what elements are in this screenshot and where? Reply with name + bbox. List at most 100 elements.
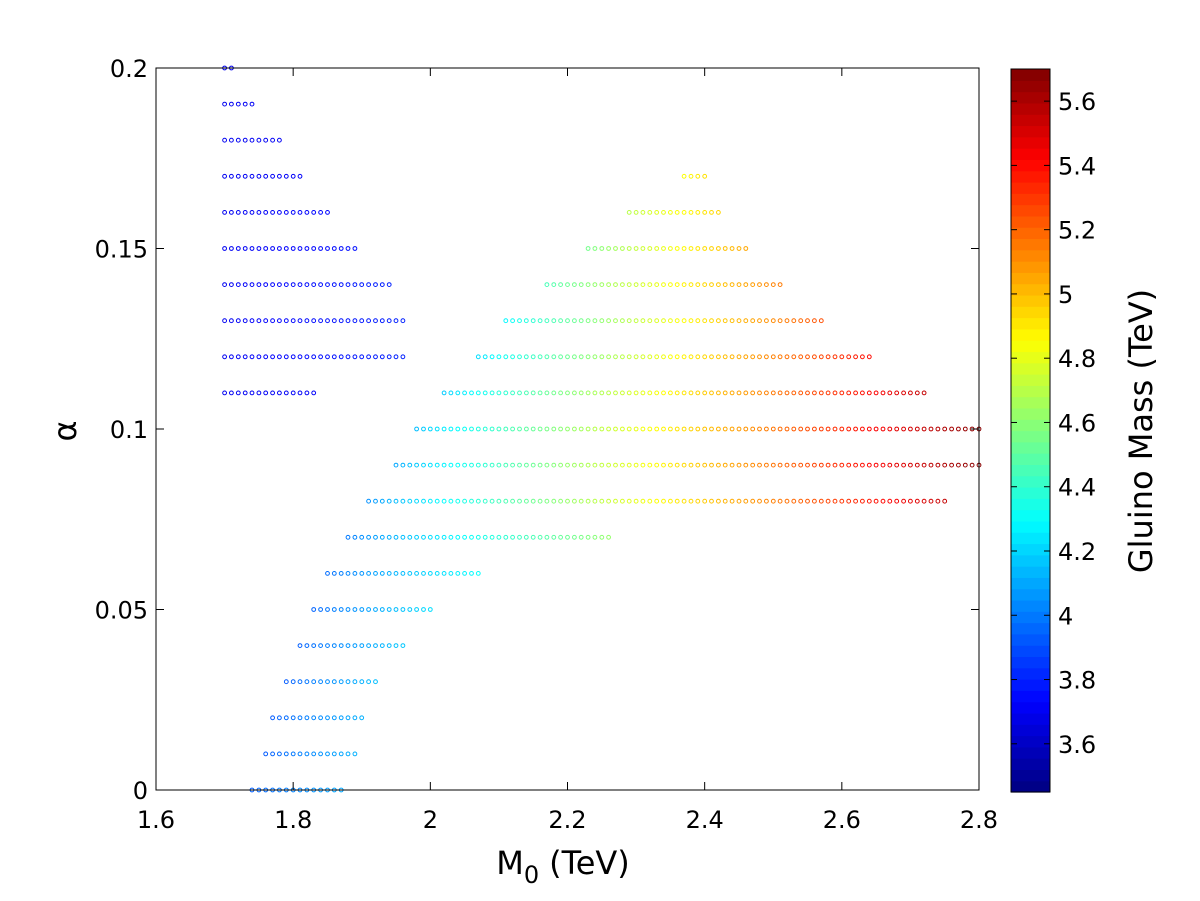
colorbar-segment — [1011, 532, 1050, 545]
data-point — [818, 318, 824, 324]
data-point — [729, 354, 735, 360]
data-point — [674, 246, 680, 251]
data-point — [688, 210, 694, 215]
data-point — [448, 498, 454, 504]
data-point — [901, 390, 906, 396]
data-point — [249, 282, 255, 288]
data-point — [379, 318, 385, 324]
data-point — [249, 318, 255, 324]
x-tick-label: 2.8 — [960, 806, 998, 834]
data-point — [537, 390, 543, 396]
data-point — [311, 318, 317, 324]
data-point — [777, 390, 783, 396]
colorbar-segment — [1011, 453, 1050, 465]
data-point — [345, 246, 351, 251]
data-point — [448, 571, 454, 576]
data-point — [400, 643, 406, 648]
data-point — [530, 354, 536, 360]
data-point — [338, 643, 344, 648]
data-point — [777, 282, 783, 288]
data-point — [688, 498, 694, 504]
data-point — [832, 426, 838, 432]
data-point — [222, 210, 228, 215]
data-point — [551, 426, 557, 432]
colorbar-tick-label: 5.6 — [1058, 88, 1096, 116]
data-point — [325, 210, 330, 215]
data-point — [853, 426, 858, 432]
data-point — [866, 426, 872, 432]
data-point — [743, 498, 749, 504]
data-point — [421, 607, 426, 612]
y-tick-label: 0.15 — [95, 236, 148, 264]
data-point — [784, 354, 790, 360]
data-point — [304, 390, 310, 396]
data-point — [510, 462, 515, 468]
data-point — [290, 679, 296, 685]
data-point — [688, 426, 694, 432]
data-point — [681, 390, 687, 396]
data-point — [613, 354, 618, 360]
data-point — [345, 715, 351, 721]
data-point — [633, 354, 639, 360]
data-point — [894, 462, 900, 468]
data-point — [551, 498, 557, 504]
data-point — [331, 282, 337, 288]
data-point — [572, 318, 577, 324]
data-point — [331, 715, 337, 721]
data-point — [599, 246, 605, 251]
data-point — [716, 426, 721, 432]
data-point — [352, 571, 358, 576]
data-point — [825, 354, 831, 360]
data-point — [585, 390, 591, 396]
data-point — [716, 390, 721, 396]
data-point — [517, 498, 522, 504]
data-point — [393, 643, 399, 648]
data-point — [606, 498, 611, 504]
data-point — [709, 390, 714, 396]
data-point — [674, 210, 680, 215]
data-point — [331, 246, 337, 251]
data-point — [942, 498, 948, 504]
data-point — [722, 498, 728, 504]
data-point — [537, 318, 543, 324]
data-point — [791, 462, 797, 468]
data-point — [242, 354, 248, 360]
data-point — [297, 715, 303, 721]
data-point — [489, 426, 495, 432]
data-point — [263, 246, 269, 251]
data-point — [688, 462, 694, 468]
colorbar-label: Gluino Mass (TeV) — [1122, 289, 1160, 573]
colorbar-segment — [1011, 148, 1050, 160]
data-point — [866, 498, 872, 504]
data-point — [695, 173, 701, 179]
data-point — [256, 246, 262, 251]
data-point — [894, 498, 900, 504]
data-point — [750, 426, 756, 432]
data-point — [613, 498, 618, 504]
data-point — [620, 498, 625, 504]
data-point — [873, 426, 879, 432]
data-point — [887, 390, 893, 396]
data-point — [421, 462, 426, 468]
data-point — [366, 571, 372, 576]
data-point — [517, 534, 522, 540]
data-point — [832, 354, 838, 360]
data-point — [709, 354, 714, 360]
data-point — [544, 318, 550, 324]
data-point — [455, 534, 461, 540]
colorbar-segment — [1011, 238, 1050, 251]
data-point — [352, 318, 358, 324]
data-point — [407, 607, 413, 612]
data-point — [620, 246, 625, 251]
data-point — [661, 354, 666, 360]
data-point — [647, 426, 653, 432]
colorbar-segment — [1011, 374, 1050, 386]
data-point — [331, 643, 337, 648]
data-point — [565, 426, 570, 432]
data-point — [750, 390, 756, 396]
data-point — [791, 426, 797, 432]
data-point — [400, 607, 406, 612]
data-point — [709, 498, 714, 504]
colorbar-segment — [1011, 543, 1050, 556]
data-point — [592, 246, 598, 251]
